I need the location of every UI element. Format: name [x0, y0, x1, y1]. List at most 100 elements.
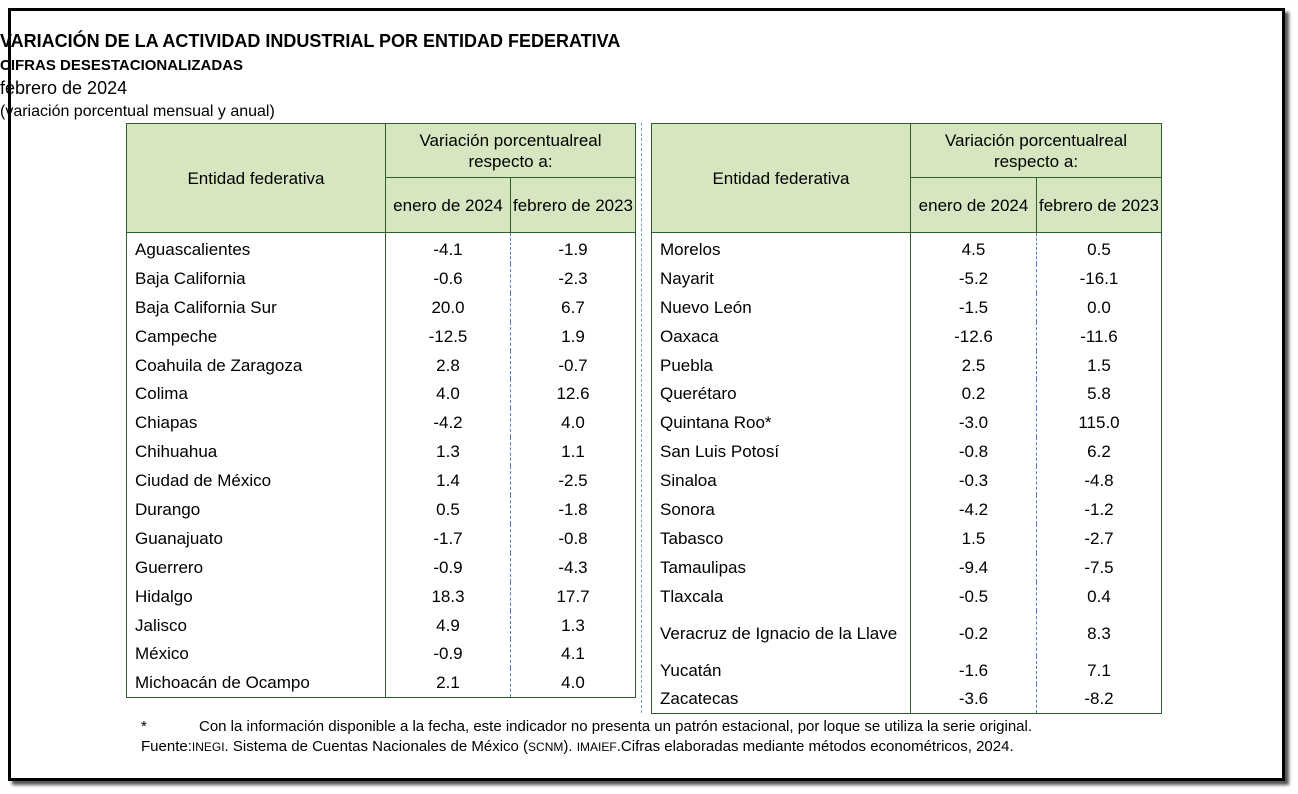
feb-2023-value: 0.4	[1087, 586, 1111, 606]
variation-group-header: Variación porcentualreal respecto a:	[385, 123, 636, 178]
footnote-marker: *	[141, 718, 147, 735]
feb-2023-value: -2.5	[558, 471, 588, 491]
jan-2024-value: 2.5	[910, 350, 1037, 380]
jan-2024-value: -1.7	[385, 523, 511, 553]
table-row: Chihuahua 1.3 1.1	[126, 437, 636, 467]
table-row: Oaxaca -12.6 -11.6	[651, 321, 1162, 351]
jan-2024-value: -1.6	[910, 655, 1037, 685]
entity-name-cell: Chihuahua	[126, 437, 386, 467]
entity-name-cell: Coahuila de Zaragoza	[126, 350, 386, 380]
jan-2024-value: 0.5	[385, 495, 511, 524]
states-table-left: Entidad federativa Variación porcentualr…	[126, 123, 636, 699]
feb-2023-value: 1.1	[561, 442, 585, 462]
feb-2023-value: 6.7	[561, 297, 585, 317]
entity-name-cell: Chiapas	[126, 408, 386, 438]
entity-name-cell: Nayarit	[651, 263, 911, 293]
jan-2024-value: -9.4	[910, 552, 1037, 582]
entity-name-cell: Zacatecas	[651, 684, 911, 714]
entity-name-cell: San Luis Potosí	[651, 437, 911, 467]
entity-name-cell: Sinaloa	[651, 466, 911, 496]
table-row: Durango 0.5 -1.8	[126, 495, 636, 524]
page-title: VARIACIÓN DE LA ACTIVIDAD INDUSTRIAL POR…	[0, 31, 621, 51]
source-text-3: .Cifras elaboradas mediante métodos econ…	[616, 738, 1014, 755]
feb-2023-value: -4.3	[558, 557, 588, 577]
entity-name-cell: Hidalgo	[126, 581, 386, 611]
table-row: Morelos 4.5 0.5	[651, 232, 1162, 264]
table-row: Baja California Sur 20.0 6.7	[126, 292, 636, 322]
jan-2024-value: -3.6	[910, 684, 1037, 714]
jan-2024-value: -4.1	[385, 232, 511, 264]
table-row: Querétaro 0.2 5.8	[651, 379, 1162, 409]
entity-name-cell: Tamaulipas	[651, 552, 911, 582]
units-note: (variación porcentual mensual y anual)	[0, 103, 275, 120]
jan-2024-value: 4.5	[910, 232, 1037, 264]
jan-2024-value: 1.3	[385, 437, 511, 467]
entity-name-cell: Guerrero	[126, 552, 386, 582]
source-text-1: . Sistema de Cuentas Nacionales de Méxic…	[224, 738, 529, 755]
jan-2024-value: -0.9	[385, 639, 511, 669]
jan-2024-value: -0.6	[385, 263, 511, 293]
table-row: Jalisco 4.9 1.3	[126, 610, 636, 640]
jan-2024-value: 4.9	[385, 610, 511, 640]
jan-2024-value: -0.3	[910, 466, 1037, 496]
feb-2023-value: -16.1	[1079, 268, 1119, 288]
table-row: Baja California -0.6 -2.3	[126, 263, 636, 293]
feb-2023-value: -0.7	[558, 355, 588, 375]
entity-name-cell: Michoacán de Ocampo	[126, 668, 386, 698]
feb-2023-value: 1.5	[1087, 355, 1111, 375]
table-row: Tabasco 1.5 -2.7	[651, 523, 1162, 553]
feb-2023-value: 12.6	[556, 384, 590, 404]
entity-name-cell: México	[126, 639, 386, 669]
feb-2023-value: -1.9	[558, 239, 588, 259]
table-row: Ciudad de México 1.4 -2.5	[126, 466, 636, 496]
jan-2024-value: -0.5	[910, 581, 1037, 611]
feb-2023-value: -8.2	[1084, 689, 1114, 709]
table-row: Veracruz de Ignacio de la Llave -0.2 8.3	[651, 610, 1162, 656]
entity-name-cell: Quintana Roo*	[651, 408, 911, 438]
entity-header: Entidad federativa	[126, 123, 386, 233]
entity-name-cell: Colima	[126, 379, 386, 409]
entity-name-cell: Baja California Sur	[126, 292, 386, 322]
feb-2023-value: 0.5	[1087, 239, 1111, 259]
table-row: México -0.9 4.1	[126, 639, 636, 669]
jan-2024-value: -4.2	[910, 495, 1037, 524]
source-imaief: IMAIEF	[576, 740, 617, 754]
jan-2024-header: enero de 2024	[385, 177, 511, 233]
feb-2023-value: -2.7	[1084, 528, 1114, 548]
source-label: Fuente:	[141, 738, 192, 755]
feb-2023-value: 4.0	[561, 673, 585, 693]
jan-2024-value: -3.0	[910, 408, 1037, 438]
feb-2023-value: -0.8	[558, 528, 588, 548]
table-row: Campeche -12.5 1.9	[126, 321, 636, 351]
period-label: febrero de 2024	[0, 78, 128, 98]
table-row: Sonora -4.2 -1.2	[651, 495, 1162, 524]
feb-2023-value: 6.2	[1087, 442, 1111, 462]
feb-2023-value: -4.8	[1084, 471, 1114, 491]
table-row: Yucatán -1.6 7.1	[651, 655, 1162, 685]
entity-name-cell: Sonora	[651, 495, 911, 524]
feb-2023-header: febrero de 2023	[1036, 177, 1162, 233]
source-inegi: INEGI	[191, 740, 225, 754]
jan-2024-value: 2.1	[385, 668, 511, 698]
table-row: San Luis Potosí -0.8 6.2	[651, 437, 1162, 467]
source-scnm: SCNM	[528, 740, 564, 754]
table-row: Guerrero -0.9 -4.3	[126, 552, 636, 582]
feb-2023-value: -1.8	[558, 499, 588, 519]
table-row: Chiapas -4.2 4.0	[126, 408, 636, 438]
table-row: Guanajuato -1.7 -0.8	[126, 523, 636, 553]
feb-2023-value: 17.7	[556, 586, 590, 606]
footnote-text: Con la información disponible a la fecha…	[199, 718, 1033, 735]
table-row: Tlaxcala -0.5 0.4	[651, 581, 1162, 611]
jan-2024-value: 18.3	[385, 581, 511, 611]
entity-name-cell: Nuevo León	[651, 292, 911, 322]
entity-name-cell: Querétaro	[651, 379, 911, 409]
feb-2023-value: 1.3	[561, 615, 585, 635]
jan-2024-value: -4.2	[385, 408, 511, 438]
states-table-right: Entidad federativa Variación porcentualr…	[651, 123, 1162, 715]
feb-2023-value: 4.0	[561, 413, 585, 433]
table-row: Sinaloa -0.3 -4.8	[651, 466, 1162, 496]
table-row: Nayarit -5.2 -16.1	[651, 263, 1162, 293]
footnote: * Con la información disponible a la fech…	[141, 718, 1032, 735]
entity-name-cell: Baja California	[126, 263, 386, 293]
feb-2023-value: 7.1	[1087, 660, 1111, 680]
